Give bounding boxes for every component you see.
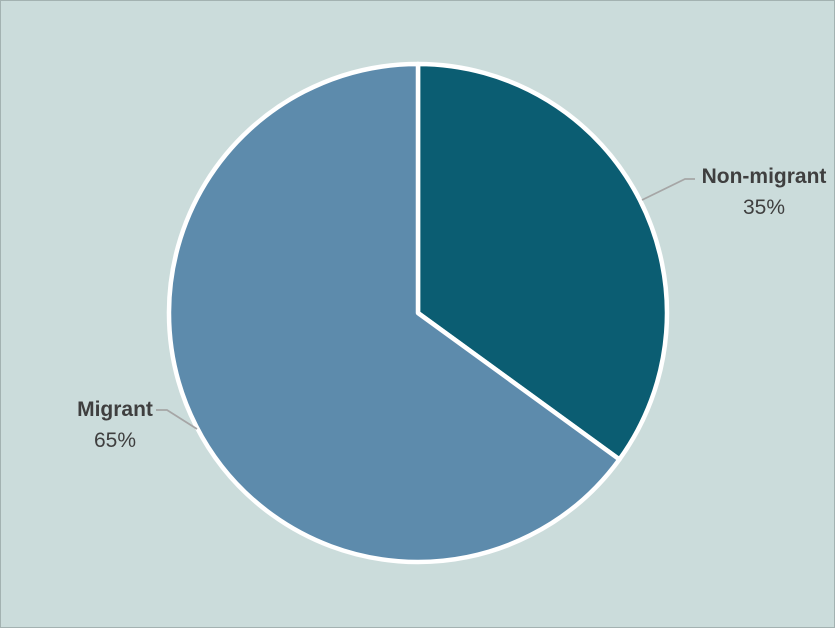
leader-line-migrant	[156, 409, 198, 430]
slice-label-migrant: Migrant 65%	[40, 394, 190, 456]
slice-label-non-migrant: Non-migrant 35%	[689, 161, 835, 223]
slice-label-non-migrant-value: 35%	[742, 196, 786, 219]
slice-label-migrant-value: 65%	[93, 429, 137, 452]
slice-label-non-migrant-name: Non-migrant	[701, 165, 827, 188]
leader-line-non-migrant	[641, 178, 695, 201]
pie-slice-non-migrant[interactable]	[415, 61, 670, 462]
pie-slice-migrant[interactable]	[166, 61, 622, 565]
slice-label-migrant-name: Migrant	[77, 398, 153, 421]
